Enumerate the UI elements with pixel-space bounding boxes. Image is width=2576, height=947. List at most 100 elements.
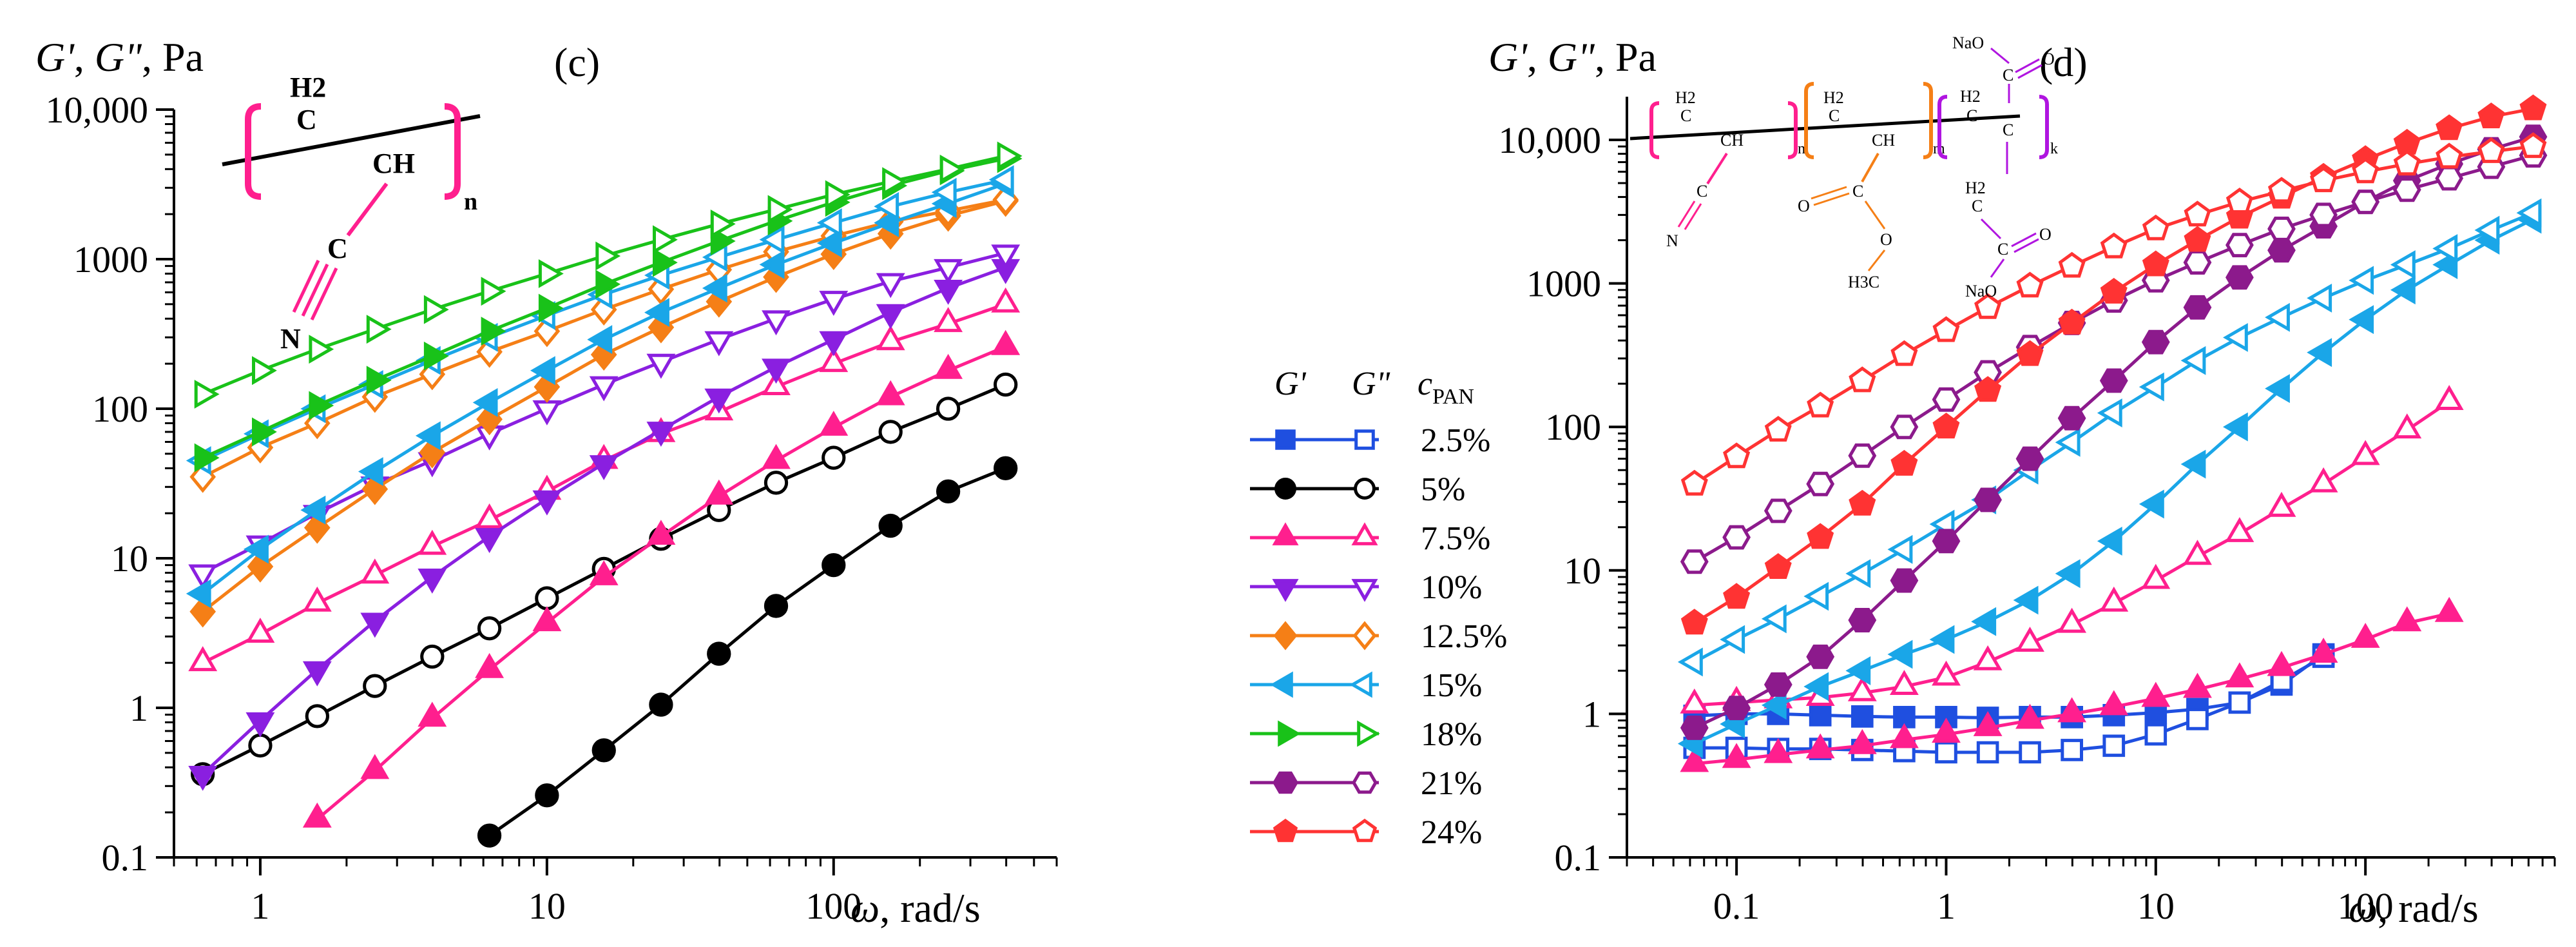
- svg-text:CH: CH: [372, 148, 415, 179]
- data-point-c-10pct-gprime: [646, 422, 676, 447]
- legend-marker-gprime-12_5pct: [1273, 621, 1298, 650]
- data-point-d-7_5pct-gprime: [2141, 681, 2171, 707]
- data-point-c-18pct-gdouble: [194, 380, 220, 409]
- legend-label-12_5pct: 12.5%: [1421, 618, 1507, 655]
- data-point-d-7_5pct-gprime: [2225, 662, 2254, 688]
- data-point-d-15pct-gprime: [1971, 607, 1997, 636]
- data-point-c-5pct-gprime: [878, 513, 903, 538]
- data-point-d-15pct-gdouble: [2516, 198, 2542, 228]
- data-point-d-24pct-gdouble: [2225, 188, 2253, 213]
- data-point-c-5pct-gprime: [591, 738, 616, 763]
- panel-d-y-tick-label: 1000: [1526, 263, 1601, 305]
- data-point-d-21pct-gdouble: [1764, 498, 1793, 523]
- series-line-d-2_5pct-gdouble: [1694, 655, 2325, 754]
- data-point-c-10pct-gprime: [188, 766, 218, 791]
- data-point-c-18pct-gdouble: [595, 241, 621, 271]
- data-point-c-5pct-gprime: [707, 641, 731, 666]
- data-point-c-18pct-gdouble: [767, 195, 793, 224]
- data-point-c-18pct-gprime: [366, 366, 392, 395]
- data-point-c-7_5pct-gprime: [704, 479, 734, 505]
- data-point-d-21pct-gprime: [2267, 238, 2296, 263]
- data-point-c-15pct-gprime: [243, 534, 269, 564]
- data-point-d-7_5pct-gdouble: [2057, 607, 2087, 633]
- data-point-c-5pct-gprime: [764, 594, 789, 618]
- data-point-d-15pct-gprime: [2265, 374, 2290, 404]
- data-point-d-24pct-gdouble: [2310, 166, 2338, 193]
- data-point-c-10pct-gprime: [302, 661, 332, 687]
- data-point-d-2_5pct-gdouble: [2144, 723, 2167, 746]
- svg-text:NaO: NaO: [1952, 34, 1984, 52]
- svg-text:O: O: [2043, 50, 2055, 68]
- data-point-d-21pct-gdouble: [2392, 177, 2421, 202]
- data-point-d-24pct-gprime: [1723, 583, 1751, 609]
- data-point-d-15pct-gdouble: [2390, 250, 2416, 280]
- data-point-c-18pct-gdouble: [653, 225, 678, 255]
- legend-marker-gdouble-18pct: [1357, 720, 1380, 747]
- data-point-d-7_5pct-gdouble: [1889, 670, 1919, 695]
- data-point-d-21pct-gdouble: [1848, 443, 1877, 468]
- data-point-c-5pct-gprime: [535, 783, 559, 808]
- data-point-c-7_5pct-gdouble: [934, 307, 963, 333]
- panel-d-y-tick-label: 10,000: [1499, 119, 1602, 161]
- data-point-c-5pct-gdouble: [994, 372, 1018, 397]
- data-point-d-15pct-gprime: [1761, 690, 1787, 720]
- data-point-d-24pct-gdouble: [2016, 271, 2044, 298]
- data-point-c-7_5pct-gdouble: [245, 618, 275, 643]
- data-point-c-7_5pct-gprime: [934, 353, 963, 379]
- data-point-d-24pct-gdouble: [1807, 391, 1834, 418]
- data-point-c-10pct-gdouble: [876, 273, 905, 298]
- data-point-c-15pct-gdouble: [759, 225, 785, 255]
- svg-text:O: O: [1880, 230, 1892, 249]
- data-point-d-15pct-gdouble: [2474, 215, 2500, 245]
- data-point-c-15pct-gprime: [530, 356, 555, 386]
- data-point-c-18pct-gprime: [252, 417, 277, 447]
- data-point-c-10pct-gprime: [245, 712, 275, 737]
- data-point-d-21pct-gprime: [2015, 446, 2044, 471]
- data-point-d-15pct-gdouble: [2265, 302, 2290, 332]
- svg-text:n: n: [464, 188, 477, 215]
- data-point-c-5pct-gdouble: [822, 445, 846, 470]
- data-point-c-10pct-gprime: [532, 490, 562, 516]
- data-point-d-2_5pct-gdouble: [2061, 739, 2083, 761]
- data-point-d-15pct-gdouble: [2307, 283, 2332, 313]
- legend-marker-gdouble-2_5pct: [1354, 429, 1375, 450]
- data-point-c-5pct-gdouble: [420, 644, 445, 669]
- legend-label-21pct: 21%: [1421, 765, 1482, 802]
- data-point-c-7_5pct-gprime: [360, 754, 390, 779]
- data-point-c-10pct-gdouble: [704, 331, 734, 356]
- svg-text:CH: CH: [1720, 131, 1744, 150]
- data-point-d-24pct-gprime: [2393, 128, 2421, 155]
- data-point-d-15pct-gdouble: [2349, 266, 2374, 295]
- data-point-c-7_5pct-gprime: [589, 560, 619, 585]
- data-point-c-18pct-gprime: [710, 226, 736, 256]
- data-point-c-18pct-gprime: [653, 248, 678, 277]
- data-point-d-21pct-gdouble: [2435, 166, 2464, 191]
- data-point-d-15pct-gprime: [2180, 449, 2206, 479]
- data-point-d-7_5pct-gprime: [1973, 711, 2003, 736]
- data-point-d-7_5pct-gdouble: [2392, 413, 2422, 439]
- data-point-d-7_5pct-gdouble: [1680, 688, 1709, 714]
- panel-c-x-label: ω, rad/s: [851, 885, 981, 931]
- svg-text:H3C: H3C: [1848, 273, 1879, 291]
- panel-d-x-tick-label: 100: [2338, 885, 2394, 927]
- data-point-c-15pct-gprime: [300, 495, 326, 525]
- data-point-c-18pct-gdouble: [481, 277, 506, 306]
- data-point-c-18pct-gprime: [481, 317, 506, 346]
- data-point-c-7_5pct-gprime: [876, 380, 905, 405]
- data-point-c-10pct-gdouble: [762, 310, 791, 336]
- data-point-d-21pct-gdouble: [2309, 202, 2338, 228]
- data-point-c-18pct-gdouble: [366, 315, 392, 344]
- svg-text:H2: H2: [1965, 179, 1986, 197]
- data-point-d-24pct-gprime: [1974, 376, 2002, 402]
- svg-text:O: O: [2039, 225, 2052, 244]
- data-point-d-7_5pct-gdouble: [2434, 385, 2464, 410]
- data-point-d-2_5pct-gprime: [1809, 704, 1832, 727]
- data-point-c-10pct-gdouble: [646, 353, 676, 379]
- data-point-d-7_5pct-gdouble: [2225, 517, 2254, 542]
- legend-label-7_5pct: 7.5%: [1421, 520, 1490, 557]
- panel-d-x-label: ω, rad/s: [2349, 885, 2479, 931]
- data-point-d-24pct-gprime: [2519, 94, 2547, 121]
- data-point-d-15pct-gprime: [2307, 338, 2332, 367]
- data-point-d-15pct-gdouble: [2097, 398, 2122, 428]
- data-point-c-10pct-gprime: [819, 331, 849, 356]
